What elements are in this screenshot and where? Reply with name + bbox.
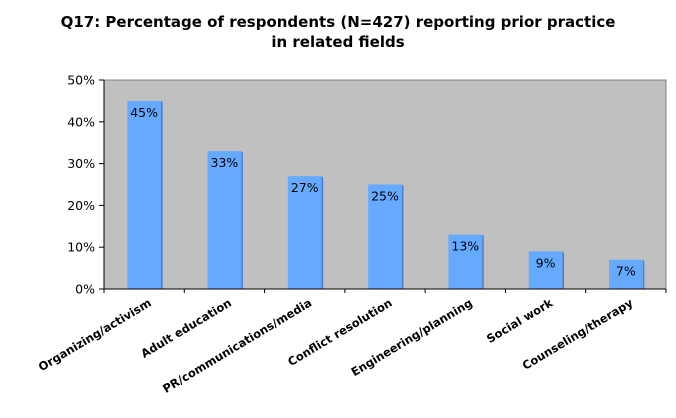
y-tick-label: 50% [67, 73, 95, 88]
y-tick-label: 0% [75, 282, 95, 297]
bar-side [241, 151, 243, 289]
chart-title-line-1: Q17: Percentage of respondents (N=427) r… [61, 13, 616, 31]
bar-side [642, 259, 645, 289]
bar [368, 184, 402, 289]
bar [207, 151, 242, 289]
y-tick-label: 20% [67, 198, 95, 213]
bar-side [482, 234, 484, 289]
y-tick-label: 40% [67, 114, 95, 129]
data-label: 13% [451, 239, 479, 254]
category-label: PR/communications/media [160, 296, 314, 396]
data-label: 45% [130, 105, 158, 120]
y-tick-label: 10% [67, 240, 95, 255]
bars: 45% 33% 27% 25% 13% 9% 7% [127, 100, 645, 290]
data-label: 25% [371, 189, 399, 204]
bar [287, 176, 322, 289]
data-label: 27% [291, 180, 319, 195]
bar [528, 251, 563, 289]
y-tick-label: 30% [67, 156, 95, 171]
bar [127, 100, 162, 290]
data-label: 7% [616, 264, 636, 279]
data-label: 9% [536, 255, 556, 270]
bar-side [562, 251, 565, 289]
category-label: Organizing/activism [36, 296, 154, 375]
bar [448, 234, 483, 289]
bar-side [161, 100, 163, 290]
chart-title-line-2: in related fields [271, 33, 404, 51]
y-axis: 0% 10% 20% 30% 40% 50% [67, 73, 105, 297]
bar-side [401, 184, 404, 289]
bar-side [321, 176, 324, 289]
data-label: 33% [211, 155, 239, 170]
category-label: Social work [484, 295, 555, 346]
bar [608, 259, 643, 289]
